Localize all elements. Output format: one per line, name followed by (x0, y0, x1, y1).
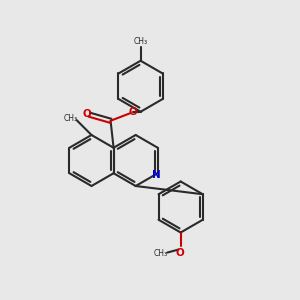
Text: O: O (82, 109, 91, 119)
Text: CH₃: CH₃ (64, 114, 78, 123)
Text: CH₃: CH₃ (154, 249, 168, 258)
Text: N: N (152, 170, 161, 180)
Text: O: O (176, 248, 184, 258)
Text: O: O (129, 107, 137, 117)
Text: CH₃: CH₃ (134, 37, 148, 46)
